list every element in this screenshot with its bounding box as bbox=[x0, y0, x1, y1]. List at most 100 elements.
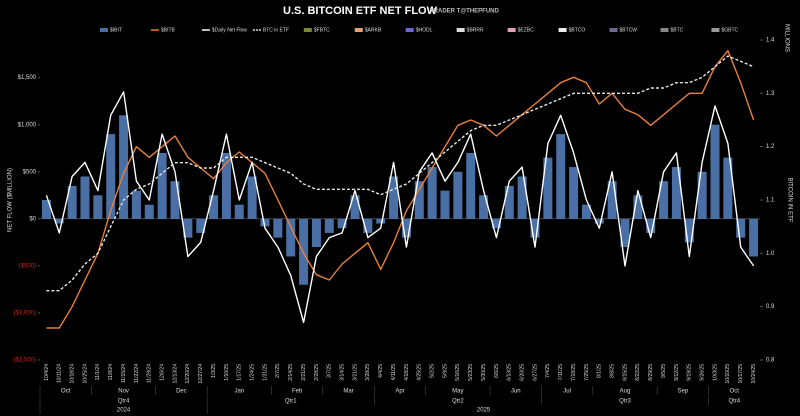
bar bbox=[131, 190, 141, 219]
y-tick-label: $500 bbox=[23, 169, 37, 175]
x-tick-label: 3/21/25 bbox=[352, 364, 358, 381]
legend-label: $BTCW bbox=[620, 27, 638, 33]
x-tick-label: 2/7/25 bbox=[275, 364, 281, 378]
series-line bbox=[46, 55, 754, 292]
bar bbox=[376, 218, 386, 224]
group-label: Mar bbox=[343, 389, 353, 395]
legend-label: $ARKB bbox=[365, 27, 382, 33]
bar bbox=[684, 218, 694, 243]
bar bbox=[607, 181, 617, 219]
bar bbox=[569, 167, 579, 219]
bar bbox=[466, 152, 476, 219]
bar bbox=[234, 204, 244, 219]
bar bbox=[491, 218, 501, 229]
x-tick-label: 10/10/25 bbox=[725, 364, 731, 384]
series-line bbox=[46, 50, 755, 329]
group-label: Oct bbox=[730, 389, 740, 395]
bar bbox=[581, 204, 591, 219]
bar bbox=[273, 218, 283, 238]
bar bbox=[594, 218, 604, 224]
bar bbox=[659, 181, 669, 219]
x-tick-label: 1/3/25 bbox=[211, 364, 217, 378]
x-tick-label: 7/25/25 bbox=[584, 364, 590, 381]
group-label: Apr bbox=[395, 389, 404, 395]
group-label: Qtr4 bbox=[728, 399, 740, 405]
x-tick-label: 11/1/24 bbox=[95, 364, 101, 381]
x-tick-label: 8/22/25 bbox=[635, 364, 641, 381]
group-label: Qtr1 bbox=[285, 399, 297, 405]
bar bbox=[93, 195, 103, 219]
group-label: Qtr3 bbox=[619, 399, 631, 405]
legend-swatch bbox=[405, 28, 414, 32]
x-tick-label: 10/3/25 bbox=[712, 364, 718, 381]
bar bbox=[363, 218, 373, 233]
bar bbox=[697, 171, 707, 219]
legend-label: $Daily Net Flow bbox=[212, 27, 247, 33]
x-tick-label: 7/4/25 bbox=[545, 364, 551, 378]
group-label: May bbox=[452, 389, 463, 395]
bar bbox=[440, 190, 450, 219]
x-tick-label: 9/5/25 bbox=[661, 364, 667, 378]
x-tick-label: 10/25/24 bbox=[82, 364, 88, 384]
x-tick-label: 2/21/25 bbox=[301, 364, 307, 381]
bar bbox=[106, 134, 116, 219]
legend-label: $BTC bbox=[670, 27, 683, 33]
bar bbox=[196, 218, 206, 233]
bar bbox=[530, 218, 540, 238]
legend-label: $EZBC bbox=[518, 27, 535, 33]
bar bbox=[671, 167, 681, 219]
legend-label: $HODL bbox=[416, 27, 433, 33]
y-axis-label: NET FLOW ($MILLION) bbox=[8, 168, 14, 232]
x-tick-label: 10/17/25 bbox=[738, 364, 744, 384]
y2-tick-label: 0.9 bbox=[766, 304, 775, 310]
legend-swatch bbox=[100, 28, 108, 32]
x-tick-label: 11/15/24 bbox=[121, 364, 127, 383]
x-tick-label: 11/8/24 bbox=[108, 364, 114, 381]
x-tick-label: 5/16/25 bbox=[455, 364, 461, 381]
x-tick-label: 9/26/25 bbox=[699, 364, 705, 381]
x-tick-label: 1/10/25 bbox=[224, 364, 230, 381]
x-tick-label: 8/1/25 bbox=[597, 364, 603, 378]
x-tick-label: 10/18/24 bbox=[69, 364, 75, 384]
bar bbox=[517, 176, 527, 219]
bar bbox=[479, 195, 489, 219]
bar bbox=[311, 218, 321, 248]
x-tick-label: 12/27/24 bbox=[198, 364, 204, 384]
bar bbox=[209, 195, 219, 219]
x-tick-label: 11/29/24 bbox=[147, 364, 153, 383]
y2-axis-label: BITCOIN IN ETF bbox=[786, 178, 792, 223]
bar bbox=[646, 218, 656, 233]
bar bbox=[157, 152, 167, 219]
bar bbox=[119, 115, 129, 219]
y2-tick-label: 1.1 bbox=[766, 198, 775, 204]
legend-swatch bbox=[507, 28, 516, 32]
x-tick-label: 12/20/24 bbox=[185, 364, 191, 384]
group-label: 2025 bbox=[477, 408, 491, 414]
series-line bbox=[45, 91, 755, 324]
legend-swatch bbox=[711, 28, 720, 32]
legend-label: $BTCO bbox=[569, 27, 586, 33]
bar bbox=[710, 124, 720, 219]
x-tick-label: 5/30/25 bbox=[481, 364, 487, 381]
bar bbox=[504, 185, 514, 219]
chart-subtitle: TRADER T@THEPFUND bbox=[430, 9, 500, 15]
bar bbox=[389, 176, 399, 219]
x-tick-label: 3/7/25 bbox=[327, 364, 333, 378]
legend-label: $FBTC bbox=[314, 27, 330, 33]
x-tick-label: 4/25/25 bbox=[417, 364, 423, 381]
legend-label: $GBTC bbox=[721, 27, 738, 33]
group-label: Feb bbox=[292, 389, 303, 395]
bar bbox=[170, 181, 180, 219]
legend-label: $BITB bbox=[161, 27, 176, 33]
legend-swatch bbox=[660, 28, 669, 32]
bar bbox=[41, 200, 51, 219]
y-tick-label: $1,500 bbox=[18, 75, 37, 81]
x-tick-label: 1/17/25 bbox=[237, 364, 243, 381]
x-tick-label: 1/24/25 bbox=[249, 364, 255, 381]
x-tick-label: 5/2/25 bbox=[429, 364, 435, 378]
bar bbox=[749, 218, 759, 257]
bar bbox=[556, 134, 566, 219]
legend-swatch bbox=[303, 28, 312, 32]
bar bbox=[221, 152, 231, 219]
y-tick-label: $0 bbox=[29, 216, 36, 222]
